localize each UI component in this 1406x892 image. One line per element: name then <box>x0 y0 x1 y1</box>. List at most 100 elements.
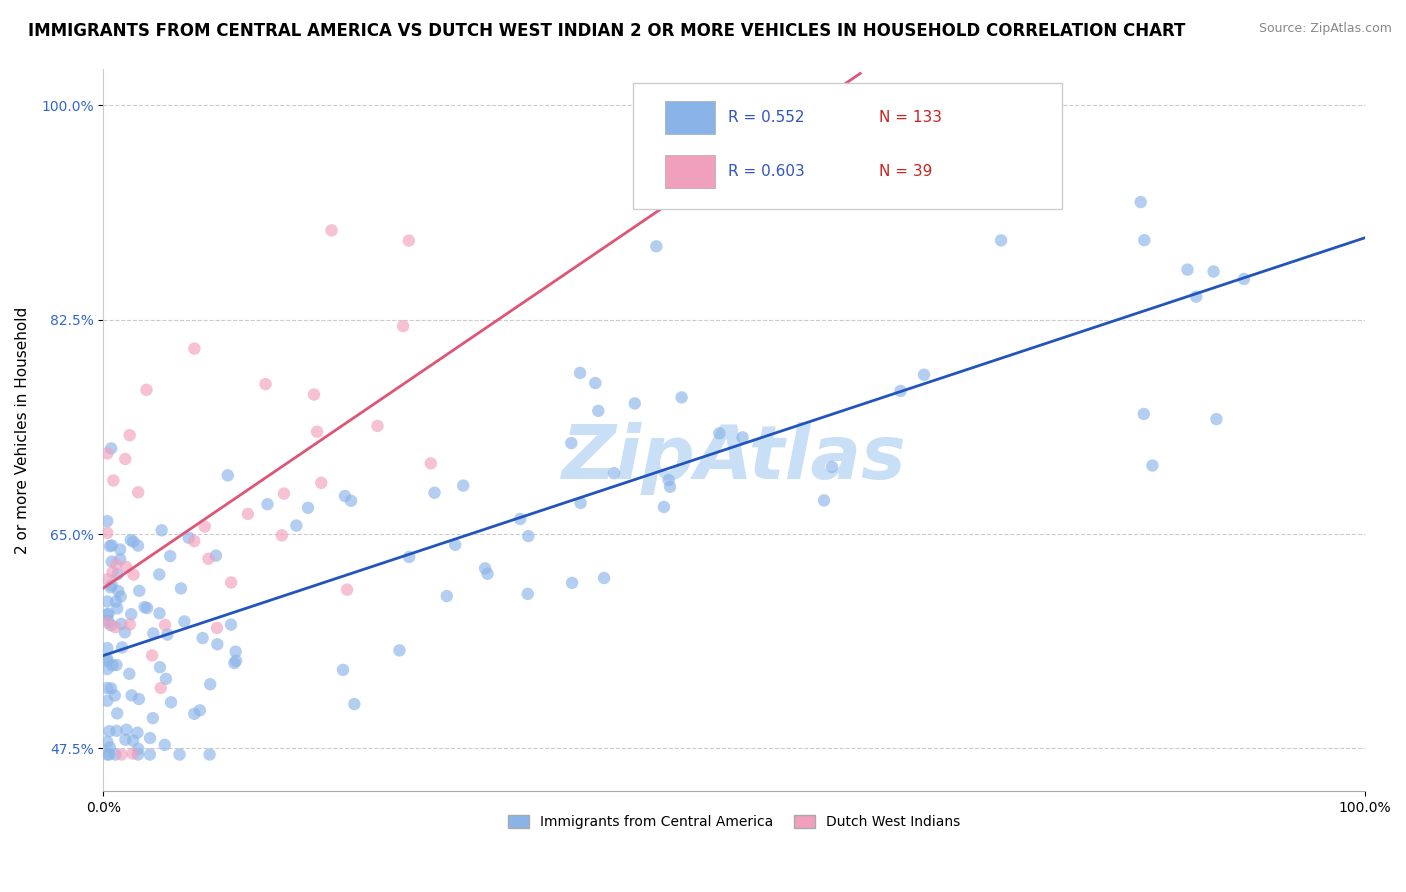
Point <box>114 452 136 467</box>
Point <box>96 641 118 656</box>
Point <box>100 442 122 456</box>
Point <box>1233 272 1256 286</box>
Point <box>98 724 121 739</box>
Point <box>516 587 538 601</box>
Point <box>177 531 200 545</box>
FancyBboxPatch shape <box>665 155 716 188</box>
Point <box>207 637 229 651</box>
Point <box>156 627 179 641</box>
Point <box>474 561 496 575</box>
Point <box>127 725 149 739</box>
Point <box>225 645 247 659</box>
Point <box>96 681 118 695</box>
Point <box>671 391 693 405</box>
Point <box>105 558 128 572</box>
Point <box>110 616 132 631</box>
Point <box>96 446 118 460</box>
Point <box>305 425 328 439</box>
Point <box>115 560 138 574</box>
Point <box>889 384 911 398</box>
Y-axis label: 2 or more Vehicles in Household: 2 or more Vehicles in Household <box>15 306 30 554</box>
Point <box>115 723 138 737</box>
Text: IMMIGRANTS FROM CENTRAL AMERICA VS DUTCH WEST INDIAN 2 OR MORE VEHICLES IN HOUSE: IMMIGRANTS FROM CENTRAL AMERICA VS DUTCH… <box>28 22 1185 40</box>
Point <box>912 368 935 382</box>
Point <box>114 732 136 747</box>
Point <box>120 533 142 547</box>
Point <box>225 654 247 668</box>
Point <box>205 549 228 563</box>
Point <box>142 626 165 640</box>
Point <box>593 571 616 585</box>
Point <box>96 694 118 708</box>
Point <box>96 747 118 762</box>
Point <box>603 466 626 480</box>
Point <box>321 223 343 237</box>
Point <box>110 747 132 762</box>
Point <box>155 672 177 686</box>
Point <box>183 342 205 356</box>
Text: R = 0.552: R = 0.552 <box>728 111 804 125</box>
Point <box>256 497 278 511</box>
Point <box>183 706 205 721</box>
Point <box>97 607 120 621</box>
Point <box>392 319 415 334</box>
Point <box>148 567 170 582</box>
Point <box>127 747 149 762</box>
Point <box>105 723 128 738</box>
Point <box>1142 458 1164 473</box>
Point <box>336 582 359 597</box>
Point <box>139 747 162 762</box>
Text: N = 39: N = 39 <box>879 164 932 179</box>
Point <box>96 651 118 665</box>
Point <box>107 584 129 599</box>
Point <box>224 656 246 670</box>
Point <box>183 534 205 549</box>
Point <box>191 631 214 645</box>
Point <box>120 607 142 622</box>
Point <box>436 589 458 603</box>
Text: N = 133: N = 133 <box>879 111 942 125</box>
Point <box>134 600 156 615</box>
Point <box>219 617 242 632</box>
Point <box>821 459 844 474</box>
Point <box>285 518 308 533</box>
Point <box>236 507 259 521</box>
Point <box>188 703 211 717</box>
Point <box>194 519 217 533</box>
Point <box>118 666 141 681</box>
Point <box>153 618 176 632</box>
Point <box>121 747 143 761</box>
Point <box>1185 290 1208 304</box>
Point <box>108 542 131 557</box>
Point <box>302 387 325 401</box>
Point <box>388 643 411 657</box>
Point <box>1177 262 1199 277</box>
Point <box>477 566 499 581</box>
Point <box>98 740 121 755</box>
Point <box>101 578 124 592</box>
Point <box>419 456 441 470</box>
Point <box>96 735 118 749</box>
Point <box>141 648 163 663</box>
Point <box>169 747 191 762</box>
Point <box>200 677 222 691</box>
Point <box>100 618 122 632</box>
Point <box>366 419 388 434</box>
Point <box>517 529 540 543</box>
Point <box>561 575 583 590</box>
Point <box>149 660 172 674</box>
Point <box>136 601 159 615</box>
Point <box>297 500 319 515</box>
Point <box>142 711 165 725</box>
Point <box>107 567 129 582</box>
Point <box>104 594 127 608</box>
Point <box>153 738 176 752</box>
Point <box>96 615 118 630</box>
Point <box>1129 195 1152 210</box>
Point <box>100 580 122 594</box>
Point <box>121 689 143 703</box>
Point <box>1132 407 1154 421</box>
Point <box>101 658 124 673</box>
Point <box>645 239 668 253</box>
Point <box>219 575 242 590</box>
